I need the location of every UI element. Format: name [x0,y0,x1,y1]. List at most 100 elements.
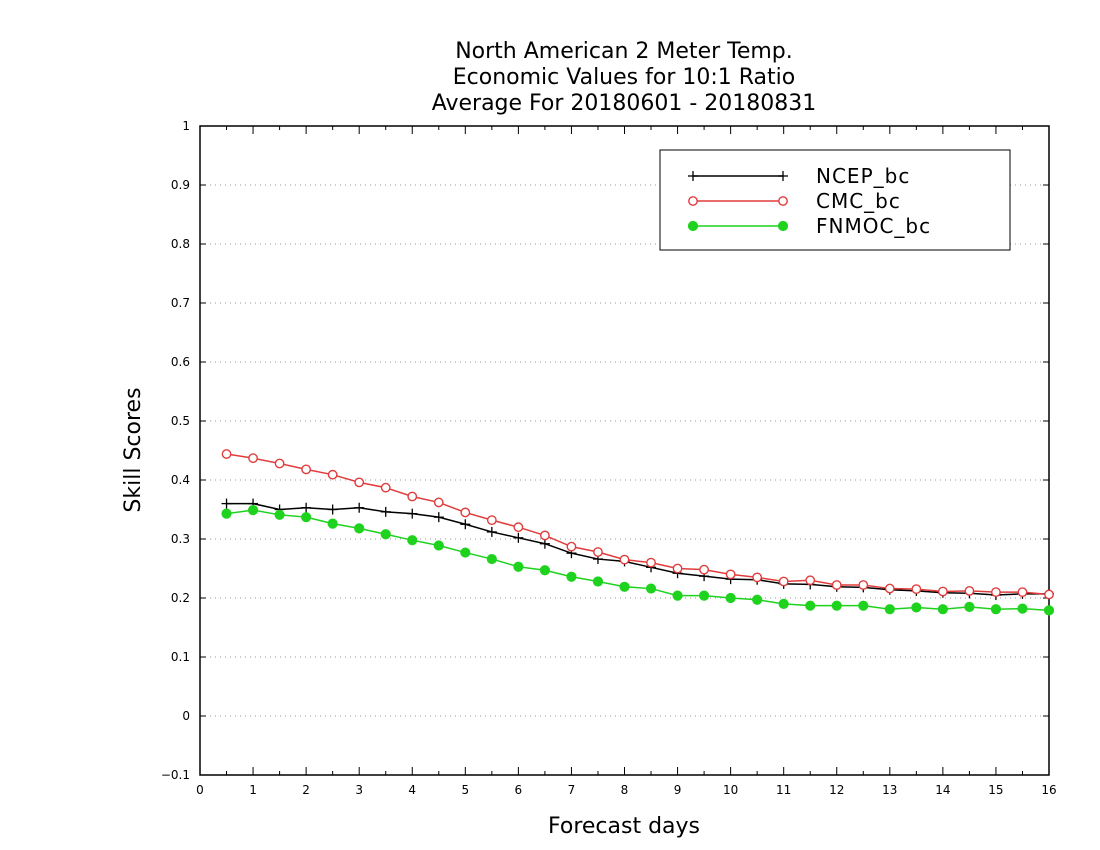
y-axis-title: Skill Scores [121,387,146,512]
data-point-NCEP_bc [539,538,550,549]
data-point-CMC_bc [964,586,975,596]
data-point-FNMOC_bc [380,529,391,540]
data-point-CMC_bc [486,515,497,526]
data-point-CMC_bc [380,482,391,493]
series-layer [221,449,1055,616]
data-point-CMC_bc [725,569,736,580]
ticks: −0.100.10.20.30.40.50.60.70.80.910 1 2 3 4 5 6… [161,119,1057,797]
legend-marker-NCEP_bc [778,171,788,181]
data-point-FNMOC_bc [433,540,444,551]
data-point-CMC_bc [884,583,895,594]
x-tick-label: 11 [776,783,791,797]
data-point-CMC_bc [911,584,922,595]
data-point-FNMOC_bc [301,512,312,523]
data-point-FNMOC_bc [513,561,524,572]
x-tick-label: 8 [621,783,629,797]
data-point-FNMOC_bc [725,592,736,604]
data-point-CMC_bc [354,477,365,488]
data-point-CMC_bc [460,507,471,518]
x-tick-label: 14 [935,783,950,797]
data-point-FNMOC_bc [1043,605,1055,616]
data-point-CMC_bc [937,586,948,597]
data-point-CMC_bc [540,530,550,541]
x-tick-label: 9 [674,783,682,797]
legend-label-NCEP_bc: NCEP_bc [816,164,910,188]
data-point-FNMOC_bc [354,523,365,534]
series-CMC_bc [221,449,1054,600]
data-point-CMC_bc [407,491,418,502]
data-point-CMC_bc [831,580,842,590]
y-tick-label: 0.6 [171,355,190,369]
y-tick-label: 0.4 [171,473,190,487]
data-point-NCEP_bc [407,508,418,519]
chart-title-line-1: North American 2 Meter Temp. [455,39,793,64]
y-tick-label: 0 [182,709,190,723]
data-point-FNMOC_bc [566,571,577,582]
legend-entry-NCEP_bc: NCEP_bc [688,164,910,188]
x-tick-label: 2 [302,783,310,797]
y-tick-label: −0.1 [161,768,190,782]
series-line-CMC_bc [226,453,1050,596]
data-point-CMC_bc [593,547,603,557]
data-point-NCEP_bc [301,502,312,513]
data-point-NCEP_bc [433,512,444,523]
data-point-FNMOC_bc [407,535,418,546]
legend-label-FNMOC_bc: FNMOC_bc [816,214,931,238]
x-tick-label: 5 [461,783,469,797]
data-point-FNMOC_bc [247,504,259,516]
data-point-CMC_bc [619,554,630,565]
x-tick-label: 7 [568,783,576,797]
legend-marker-CMC_bc [778,196,788,206]
x-tick-label: 16 [1041,783,1056,797]
data-point-FNMOC_bc [831,600,842,611]
data-point-CMC_bc [858,580,869,590]
data-point-CMC_bc [991,587,1001,597]
data-point-CMC_bc [646,557,656,568]
data-point-FNMOC_bc [327,518,338,529]
x-tick-label: 6 [515,783,523,797]
y-tick-label: 0.5 [171,414,190,428]
data-point-CMC_bc [805,575,816,586]
data-point-FNMOC_bc [221,508,232,519]
data-point-FNMOC_bc [911,602,922,613]
data-point-FNMOC_bc [672,590,683,601]
data-point-NCEP_bc [354,502,365,513]
data-point-FNMOC_bc [1017,603,1028,614]
data-point-NCEP_bc [486,526,497,537]
x-tick-label: 1 [249,783,257,797]
chart-title: North American 2 Meter Temp. Economic Va… [432,39,817,116]
data-point-CMC_bc [248,453,258,464]
data-point-FNMOC_bc [937,604,948,615]
grid [200,184,1049,717]
legend-box [659,149,1011,251]
data-point-CMC_bc [699,564,709,575]
data-point-CMC_bc [1017,587,1028,597]
legend-marker-FNMOC_bc [777,220,789,232]
series-NCEP_bc [221,498,1054,601]
x-tick-label: 4 [408,783,416,797]
data-point-CMC_bc [327,469,338,480]
series-line-FNMOC_bc [226,509,1050,612]
legend-marker-NCEP_bc [688,171,698,181]
y-tick-label: 0.8 [171,237,190,251]
data-point-FNMOC_bc [619,581,630,592]
chart-title-line-2: Economic Values for 10:1 Ratio [453,65,795,90]
y-tick-label: 0.1 [171,650,190,664]
y-tick-label: 1 [182,119,190,133]
y-tick-label: 0.9 [171,178,190,192]
x-tick-label: 15 [988,783,1003,797]
data-point-CMC_bc [1044,589,1054,600]
y-tick-label: 0.2 [171,591,190,605]
data-point-CMC_bc [513,522,524,533]
data-point-FNMOC_bc [698,590,710,601]
data-point-NCEP_bc [380,506,391,517]
data-point-CMC_bc [672,563,683,574]
data-point-FNMOC_bc [884,604,895,615]
y-tick-label: 0.3 [171,532,190,546]
data-point-NCEP_bc [460,519,471,530]
legend-marker-CMC_bc [688,196,698,206]
data-point-CMC_bc [221,449,232,459]
data-point-NCEP_bc [513,532,524,543]
data-point-FNMOC_bc [539,565,551,576]
